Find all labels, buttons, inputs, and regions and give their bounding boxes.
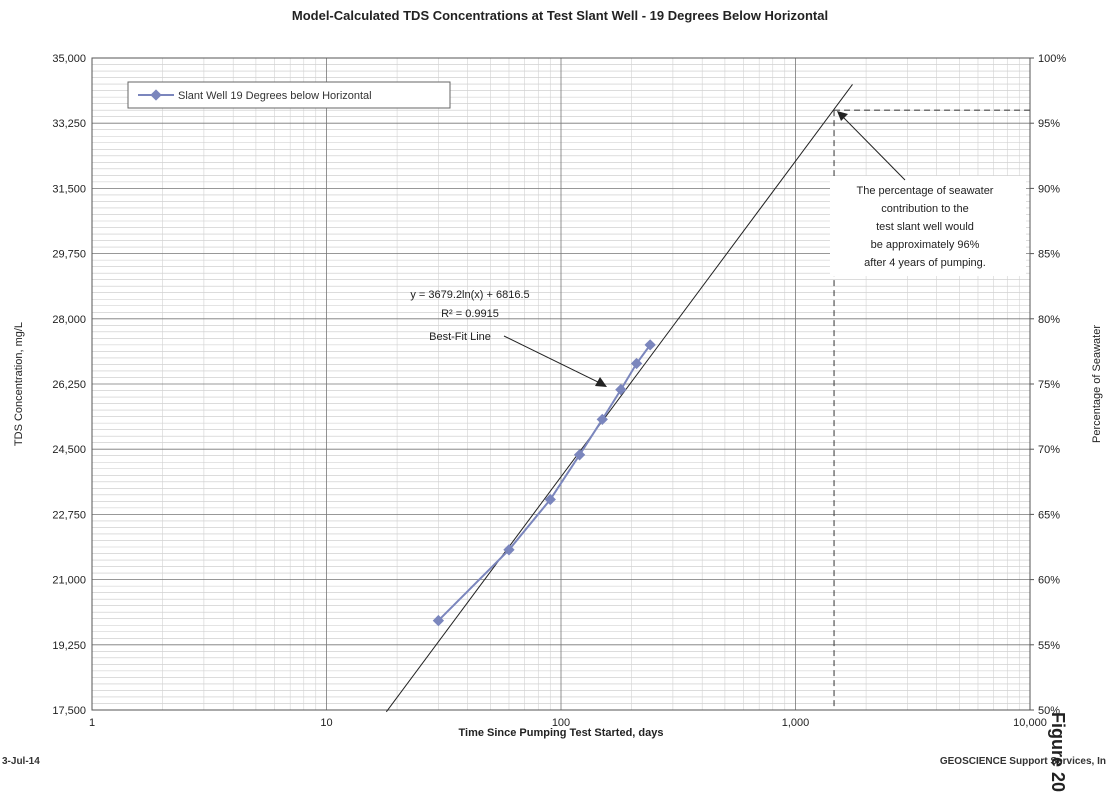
footer-credit: GEOSCIENCE Support Services, In: [939, 756, 1106, 767]
grid-layer: [91, 57, 1031, 711]
figure-label: Figure 20: [1048, 712, 1068, 792]
y2-tick-label: 75%: [1038, 379, 1060, 391]
reference-lines: [833, 109, 1030, 710]
y2-tick-label: 85%: [1038, 249, 1060, 261]
y2-tick-label: 100%: [1038, 53, 1066, 65]
y-tick-label: 22,750: [52, 509, 86, 521]
legend: Slant Well 19 Degrees below Horizontal: [127, 81, 451, 109]
y-tick-label: 19,250: [52, 640, 86, 652]
data-point: [573, 449, 586, 461]
annotation-arrow-shaft: [841, 115, 906, 181]
x-tick-label: 1,000: [782, 717, 810, 729]
x-tick-label: 10,000: [1013, 717, 1047, 729]
y-tick-label: 31,500: [52, 183, 86, 195]
x-axis-label: Time Since Pumping Test Started, days: [459, 727, 664, 739]
y-tick-label: 29,750: [52, 249, 86, 261]
x-tick-label: 10: [320, 717, 332, 729]
y2-tick-label: 55%: [1038, 640, 1060, 652]
x-tick-label: 100: [552, 717, 570, 729]
annotation-line-2: contribution to the: [881, 203, 968, 215]
y2-axis-label: Percentage of Seawater: [1091, 325, 1103, 443]
x-axis-ticks: 1 10 100 1,000 10,000: [89, 717, 1047, 729]
y2-tick-label: 60%: [1038, 575, 1060, 587]
fit-label: Best-Fit Line: [429, 331, 491, 343]
fit-equation-box: y = 3679.2ln(x) + 6816.5 R² = 0.9915 Bes…: [410, 289, 607, 387]
x-tick-label: 1: [89, 717, 95, 729]
annotation-line-5: after 4 years of pumping.: [864, 257, 986, 269]
fit-r-squared: R² = 0.9915: [441, 308, 499, 320]
y-axis-label: TDS Concentration, mg/L: [13, 322, 25, 446]
y-tick-label: 24,500: [52, 444, 86, 456]
fit-label-arrow-head: [595, 377, 607, 387]
chart-title: Model-Calculated TDS Concentrations at T…: [292, 8, 828, 23]
legend-box: [127, 81, 451, 109]
annotation-line-3: test slant well would: [876, 221, 974, 233]
y2-tick-label: 50%: [1038, 705, 1060, 717]
annotation-box: [830, 176, 1026, 276]
data-point: [630, 357, 643, 370]
y2-tick-label: 70%: [1038, 444, 1060, 456]
legend-label: Slant Well 19 Degrees below Horizontal: [178, 90, 372, 102]
annotation-line-1: The percentage of seawater: [857, 185, 994, 197]
y2-axis-ticks: 50% 55% 60% 65% 70% 75% 80% 85% 90% 95% 100%: [1030, 53, 1066, 717]
data-point: [644, 339, 656, 351]
fit-equation: y = 3679.2ln(x) + 6816.5: [410, 289, 529, 301]
y-tick-label: 28,000: [52, 314, 86, 326]
y-tick-label: 17,500: [52, 705, 86, 717]
tds-chart: Model-Calculated TDS Concentrations at T…: [13, 8, 1103, 739]
y-tick-label: 33,250: [52, 118, 86, 130]
data-point: [615, 383, 627, 396]
y-tick-label: 26,250: [52, 379, 86, 391]
y2-tick-label: 65%: [1038, 509, 1060, 521]
best-fit-line: [385, 84, 853, 713]
fit-label-arrow-shaft: [503, 335, 603, 385]
y2-tick-label: 95%: [1038, 118, 1060, 130]
series-line: [437, 344, 652, 622]
y2-tick-label: 80%: [1038, 314, 1060, 326]
seawater-annotation: The percentage of seawater contribution …: [830, 111, 1026, 276]
data-point: [544, 493, 556, 506]
footer-date: 3-Jul-14: [2, 756, 40, 767]
y-axis-ticks: 17,500 19,250 21,000 22,750 24,500 26,250 28,0…: [52, 53, 86, 717]
y-tick-label: 35,000: [52, 53, 86, 65]
data-point: [432, 614, 445, 627]
best-fit-layer: [385, 84, 853, 713]
annotation-arrow-head: [837, 111, 848, 121]
series-layer: [432, 339, 656, 627]
data-point: [596, 413, 608, 426]
y-tick-label: 21,000: [52, 575, 86, 587]
annotation-line-4: be approximately 96%: [871, 239, 980, 251]
y2-tick-label: 90%: [1038, 183, 1060, 195]
